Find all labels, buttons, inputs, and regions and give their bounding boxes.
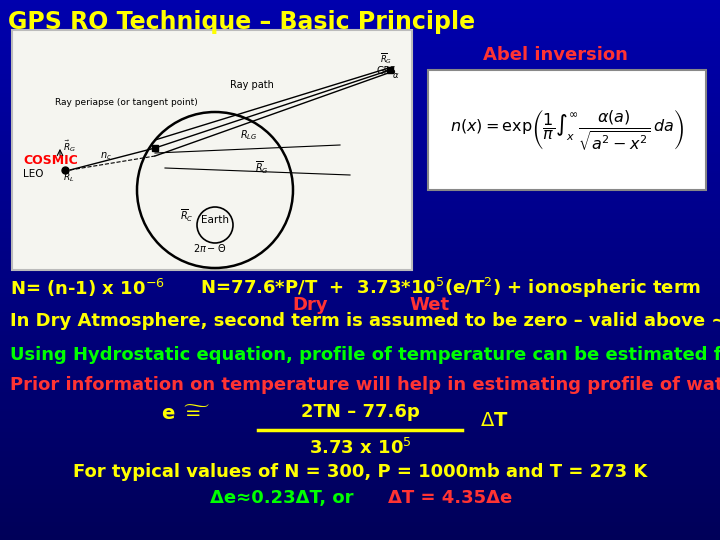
Text: Abel inversion: Abel inversion xyxy=(482,46,627,64)
Text: GPS: GPS xyxy=(377,66,396,76)
Text: LEO: LEO xyxy=(23,169,43,179)
Text: $\overline{R}_G$: $\overline{R}_G$ xyxy=(380,52,392,66)
Text: Prior information on temperature will help in estimating profile of water vapor: Prior information on temperature will he… xyxy=(10,376,720,394)
Text: $\overline{R}_C$: $\overline{R}_C$ xyxy=(180,207,194,224)
Text: e $\widetilde{=}$: e $\widetilde{=}$ xyxy=(161,404,210,423)
Text: $\overline{R}_G$: $\overline{R}_G$ xyxy=(255,160,269,176)
Text: Ray periapse (or tangent point): Ray periapse (or tangent point) xyxy=(55,98,198,107)
Text: N= (n-1) x 10$^{-6}$: N= (n-1) x 10$^{-6}$ xyxy=(10,277,165,299)
Text: 2TN – 77.6p: 2TN – 77.6p xyxy=(301,403,419,421)
Text: Ray path: Ray path xyxy=(230,80,274,90)
Text: GPS RO Technique – Basic Principle: GPS RO Technique – Basic Principle xyxy=(8,10,475,34)
Text: Δe≈0.23ΔT, or: Δe≈0.23ΔT, or xyxy=(210,489,360,507)
Text: Dry: Dry xyxy=(292,296,328,314)
Text: N=77.6*P/T  +  3.73*10$^5$(e/T$^2$) + ionospheric term: N=77.6*P/T + 3.73*10$^5$(e/T$^2$) + iono… xyxy=(200,276,701,300)
Bar xyxy=(428,70,706,190)
Text: 3.73 x 10$^5$: 3.73 x 10$^5$ xyxy=(309,438,411,458)
Text: $n(x)=\exp\!\left(\dfrac{1}{\pi}\int_{x}^{\infty}\dfrac{\alpha(a)}{\sqrt{a^2-x^2: $n(x)=\exp\!\left(\dfrac{1}{\pi}\int_{x}… xyxy=(450,107,684,152)
Text: $2\pi - \Theta$: $2\pi - \Theta$ xyxy=(194,242,227,254)
Text: Using Hydrostatic equation, profile of temperature can be estimated from N: Using Hydrostatic equation, profile of t… xyxy=(10,346,720,364)
Text: ΔT = 4.35Δe: ΔT = 4.35Δe xyxy=(388,489,512,507)
Text: For typical values of N = 300, P = 1000mb and T = 273 K: For typical values of N = 300, P = 1000m… xyxy=(73,463,647,481)
Text: $\vec{R}_G$: $\vec{R}_G$ xyxy=(63,138,76,153)
Text: $\alpha$: $\alpha$ xyxy=(392,71,400,80)
Text: $\vec{R}_L$: $\vec{R}_L$ xyxy=(63,168,74,184)
Text: $n_c$: $n_c$ xyxy=(100,150,112,162)
Text: $\Delta$T: $\Delta$T xyxy=(480,410,508,429)
Text: $R_{LG}$: $R_{LG}$ xyxy=(240,128,258,142)
Bar xyxy=(12,30,412,270)
Text: Wet: Wet xyxy=(410,296,450,314)
Text: In Dry Atmosphere, second term is assumed to be zero – valid above ~10km: In Dry Atmosphere, second term is assume… xyxy=(10,312,720,330)
Text: Earth: Earth xyxy=(201,215,229,225)
Text: COSMIC: COSMIC xyxy=(23,153,78,166)
